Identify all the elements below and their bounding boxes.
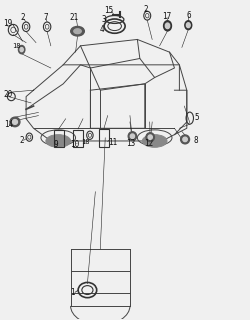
- Text: 2: 2: [143, 4, 148, 13]
- Text: 20: 20: [4, 90, 13, 99]
- Text: 2: 2: [20, 136, 24, 146]
- Ellipse shape: [165, 23, 170, 28]
- Text: 8: 8: [193, 136, 198, 146]
- Ellipse shape: [164, 21, 172, 31]
- Text: 15: 15: [104, 6, 114, 15]
- Ellipse shape: [10, 117, 20, 127]
- Ellipse shape: [130, 134, 134, 139]
- Ellipse shape: [18, 45, 25, 54]
- Ellipse shape: [180, 135, 190, 144]
- Ellipse shape: [185, 21, 192, 30]
- Text: 18: 18: [81, 139, 90, 145]
- Text: 13: 13: [126, 139, 136, 148]
- Bar: [54, 130, 64, 147]
- Ellipse shape: [186, 23, 190, 28]
- Ellipse shape: [46, 135, 70, 147]
- Ellipse shape: [146, 133, 154, 142]
- Ellipse shape: [12, 120, 18, 124]
- Text: 17: 17: [162, 12, 171, 21]
- Ellipse shape: [128, 132, 136, 141]
- Text: 2: 2: [20, 13, 25, 22]
- Ellipse shape: [20, 48, 23, 52]
- Text: 7: 7: [43, 13, 48, 22]
- Text: 1: 1: [70, 288, 74, 297]
- Ellipse shape: [71, 27, 84, 36]
- Ellipse shape: [74, 29, 81, 34]
- Text: 12: 12: [144, 139, 154, 148]
- Text: 18: 18: [12, 44, 20, 49]
- Text: 19: 19: [2, 19, 12, 28]
- Text: 9: 9: [54, 140, 58, 148]
- Ellipse shape: [148, 135, 152, 140]
- Text: 4: 4: [99, 25, 104, 35]
- Text: 21: 21: [70, 13, 79, 22]
- Bar: [73, 130, 83, 147]
- Ellipse shape: [142, 135, 167, 147]
- Text: 5: 5: [195, 113, 199, 122]
- Text: 10: 10: [70, 140, 80, 148]
- Text: 3: 3: [102, 15, 106, 24]
- Text: 11: 11: [108, 138, 117, 147]
- Ellipse shape: [183, 137, 187, 142]
- Text: 6: 6: [186, 11, 191, 20]
- Bar: [99, 129, 109, 147]
- Text: 14: 14: [4, 120, 13, 129]
